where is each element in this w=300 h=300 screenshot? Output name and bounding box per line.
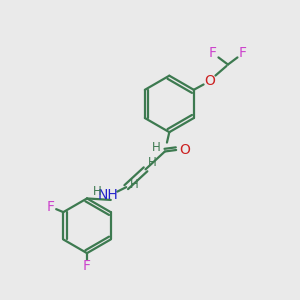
Text: F: F xyxy=(83,259,91,273)
Text: H: H xyxy=(130,178,139,191)
Text: H: H xyxy=(148,156,157,169)
Text: F: F xyxy=(47,200,55,214)
Text: H: H xyxy=(93,185,102,198)
Text: F: F xyxy=(209,46,217,60)
Text: O: O xyxy=(180,143,190,157)
Text: H: H xyxy=(152,141,161,154)
Text: NH: NH xyxy=(98,188,118,202)
Text: O: O xyxy=(205,74,216,88)
Text: F: F xyxy=(239,46,247,60)
